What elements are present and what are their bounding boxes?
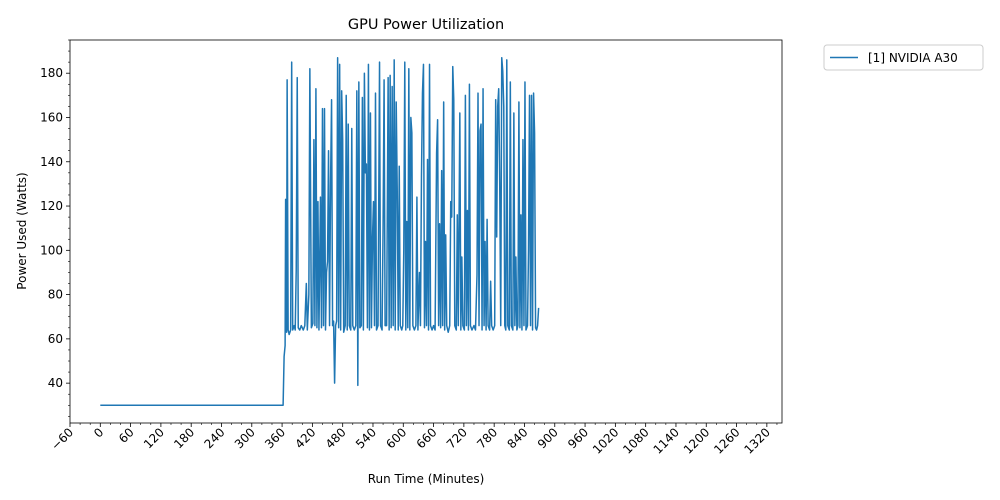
y-axis-label: Power Used (Watts) bbox=[15, 172, 29, 289]
y-tick-label: 40 bbox=[48, 376, 63, 390]
legend-box bbox=[823, 44, 984, 71]
y-axis-ticks: 40 60 80 100 120 140 160 180 bbox=[40, 39, 70, 417]
y-tick-label: 160 bbox=[40, 110, 63, 124]
y-tick-label: 60 bbox=[48, 332, 63, 346]
legend: [1] NVIDIA A30 bbox=[823, 44, 984, 71]
chart-title: GPU Power Utilization bbox=[348, 17, 504, 33]
y-tick-label: 180 bbox=[40, 66, 63, 80]
y-tick-label: 120 bbox=[40, 199, 63, 213]
y-tick-label: 140 bbox=[40, 155, 63, 169]
y-tick-label: 80 bbox=[48, 288, 63, 302]
plot-frame bbox=[69, 39, 783, 424]
series-line-nvidia-a30 bbox=[100, 56, 540, 407]
x-axis-label: Run Time (Minutes) bbox=[368, 472, 485, 486]
y-tick-label: 100 bbox=[40, 243, 63, 257]
legend-label: [1] NVIDIA A30 bbox=[868, 51, 958, 65]
